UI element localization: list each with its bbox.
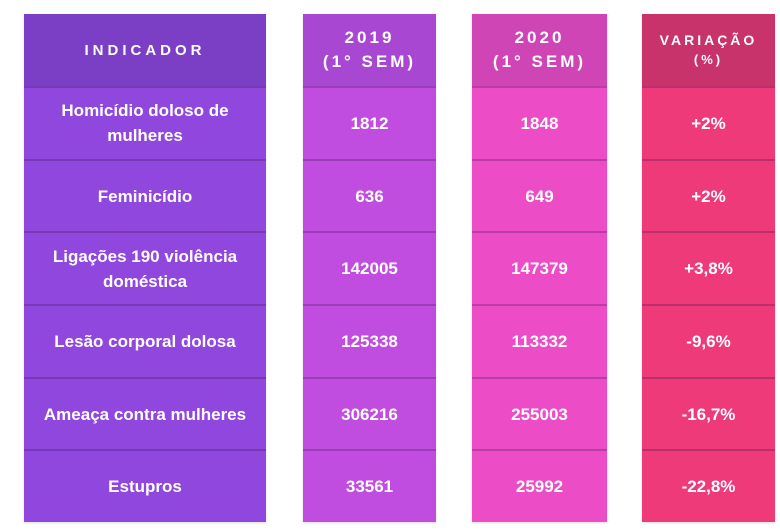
- variation-column: VARIAÇÃO (%) +2% +2% +3,8% -9,6% -16,7% …: [642, 14, 775, 523]
- variation-title: VARIAÇÃO: [659, 32, 758, 48]
- value-2020-cell: 649: [472, 158, 607, 232]
- variation-unit: (%): [693, 52, 724, 67]
- year-2020-header: 2020 (1° SEM): [472, 14, 607, 86]
- indicator-cell: Lesão corporal dolosa: [24, 304, 266, 377]
- year-2020-column: 2020 (1° SEM) 1848 649 147379 113332 255…: [472, 14, 607, 523]
- value-2019-cell: 142005: [303, 231, 436, 305]
- variation-cell: +3,8%: [642, 231, 775, 305]
- variation-cell: -9,6%: [642, 304, 775, 377]
- variation-cell: -16,7%: [642, 376, 775, 450]
- variation-cell: +2%: [642, 86, 775, 159]
- value-2020-cell: 255003: [472, 376, 607, 450]
- year-2019-column: 2019 (1° SEM) 1812 636 142005 125338 306…: [303, 14, 436, 523]
- year-2019-label: 2019: [344, 28, 395, 47]
- year-2020-label: 2020: [514, 28, 565, 47]
- variation-header: VARIAÇÃO (%): [642, 14, 775, 86]
- variation-cell: -22,8%: [642, 449, 775, 523]
- value-2019-cell: 306216: [303, 376, 436, 450]
- value-2019-cell: 125338: [303, 304, 436, 377]
- value-2020-cell: 1848: [472, 86, 607, 159]
- value-2020-cell: 147379: [472, 231, 607, 305]
- indicator-cell: Ligações 190 violência doméstica: [24, 231, 266, 305]
- indicator-cell: Estupros: [24, 449, 266, 523]
- variation-cell: +2%: [642, 158, 775, 232]
- value-2019-cell: 1812: [303, 86, 436, 159]
- indicator-column: INDICADOR Homicídio doloso de mulheres F…: [24, 14, 266, 523]
- year-2020-period: (1° SEM): [492, 52, 587, 71]
- value-2020-cell: 113332: [472, 304, 607, 377]
- indicator-header: INDICADOR: [24, 14, 266, 86]
- indicator-cell: Homicídio doloso de mulheres: [24, 86, 266, 159]
- year-2019-period: (1° SEM): [322, 52, 417, 71]
- indicator-cell: Feminicídio: [24, 158, 266, 232]
- value-2019-cell: 636: [303, 158, 436, 232]
- year-2019-header: 2019 (1° SEM): [303, 14, 436, 86]
- indicator-cell: Ameaça contra mulheres: [24, 376, 266, 450]
- value-2020-cell: 25992: [472, 449, 607, 523]
- value-2019-cell: 33561: [303, 449, 436, 523]
